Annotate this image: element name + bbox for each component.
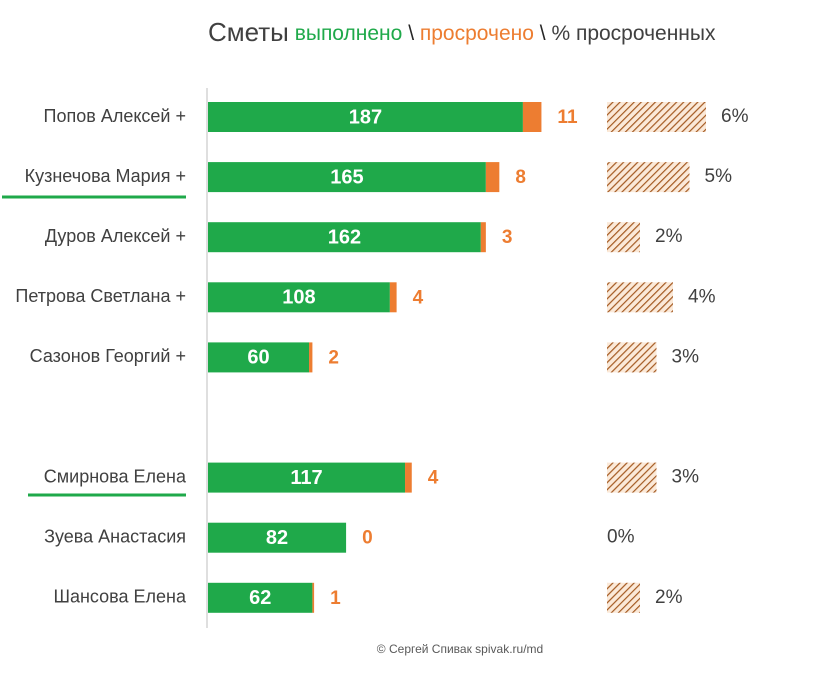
bar-overdue	[480, 222, 486, 253]
value-label-overdue: 4	[413, 287, 424, 308]
bar-overdue	[312, 582, 315, 613]
title-part: \	[540, 22, 546, 45]
bar-done	[208, 222, 481, 253]
bar-percent	[607, 282, 673, 313]
bar-percent	[607, 162, 690, 193]
value-label-done: 162	[328, 226, 361, 248]
category-label: Дуров Алексей +	[45, 226, 186, 246]
value-label-done: 60	[247, 347, 269, 369]
bar-done	[208, 462, 406, 493]
bar-percent	[607, 222, 640, 253]
value-label-overdue: 1	[330, 588, 341, 609]
value-label-overdue: 11	[557, 107, 578, 128]
bar-done	[208, 522, 347, 553]
value-label-overdue: 2	[328, 347, 339, 368]
footer: © Сергей Спивак spivak.ru/md	[377, 642, 543, 656]
bar-done	[208, 342, 310, 373]
value-label-done: 62	[249, 587, 271, 609]
bar-overdue	[309, 342, 313, 373]
bar-overdue	[389, 282, 397, 313]
title-part: \	[408, 22, 414, 45]
category-label: Зуева Анастасия	[44, 526, 186, 546]
category-label: Шансова Елена	[53, 587, 186, 607]
value-label-percent: 0%	[607, 527, 635, 548]
value-label-overdue: 8	[515, 167, 526, 188]
bar-overdue	[485, 162, 500, 193]
value-label-percent: 2%	[655, 587, 683, 608]
value-label-done: 117	[290, 467, 322, 489]
bar-overdue	[522, 102, 542, 132]
bar-overdue	[405, 462, 412, 493]
category-label: Кузнечова Мария +	[25, 166, 186, 186]
title-part: % просроченных	[551, 22, 716, 45]
bar-done	[208, 282, 390, 313]
value-label-overdue: 3	[502, 227, 513, 248]
bar-done	[208, 102, 523, 132]
value-label-overdue: 4	[428, 468, 439, 489]
value-label-percent: 3%	[672, 346, 700, 367]
value-label-done: 82	[266, 527, 288, 549]
value-label-percent: 6%	[721, 106, 749, 127]
category-label: Попов Алексей +	[44, 106, 186, 126]
title-part: выполнено	[295, 22, 403, 45]
value-label-percent: 5%	[705, 166, 733, 187]
value-label-percent: 2%	[655, 226, 683, 247]
bar-percent	[607, 102, 706, 132]
value-label-percent: 4%	[688, 286, 716, 307]
category-label: Смирнова Елена	[44, 466, 187, 486]
title-part: Сметы	[208, 17, 289, 47]
bar-percent	[607, 342, 657, 373]
bar-percent	[607, 462, 657, 493]
value-label-done: 165	[330, 166, 363, 188]
bar-done	[208, 162, 486, 193]
bar-done	[208, 582, 313, 613]
value-label-overdue: 0	[362, 528, 373, 549]
chart-title: Сметы выполнено \ просрочено \ % просроч…	[208, 17, 716, 47]
value-label-percent: 3%	[672, 467, 700, 488]
bar-percent	[607, 582, 640, 613]
value-label-done: 187	[349, 106, 382, 128]
title-part: просрочено	[420, 22, 534, 45]
category-label: Петрова Светлана +	[15, 286, 186, 306]
value-label-done: 108	[282, 287, 315, 309]
category-label: Сазонов Георгий +	[30, 346, 186, 366]
